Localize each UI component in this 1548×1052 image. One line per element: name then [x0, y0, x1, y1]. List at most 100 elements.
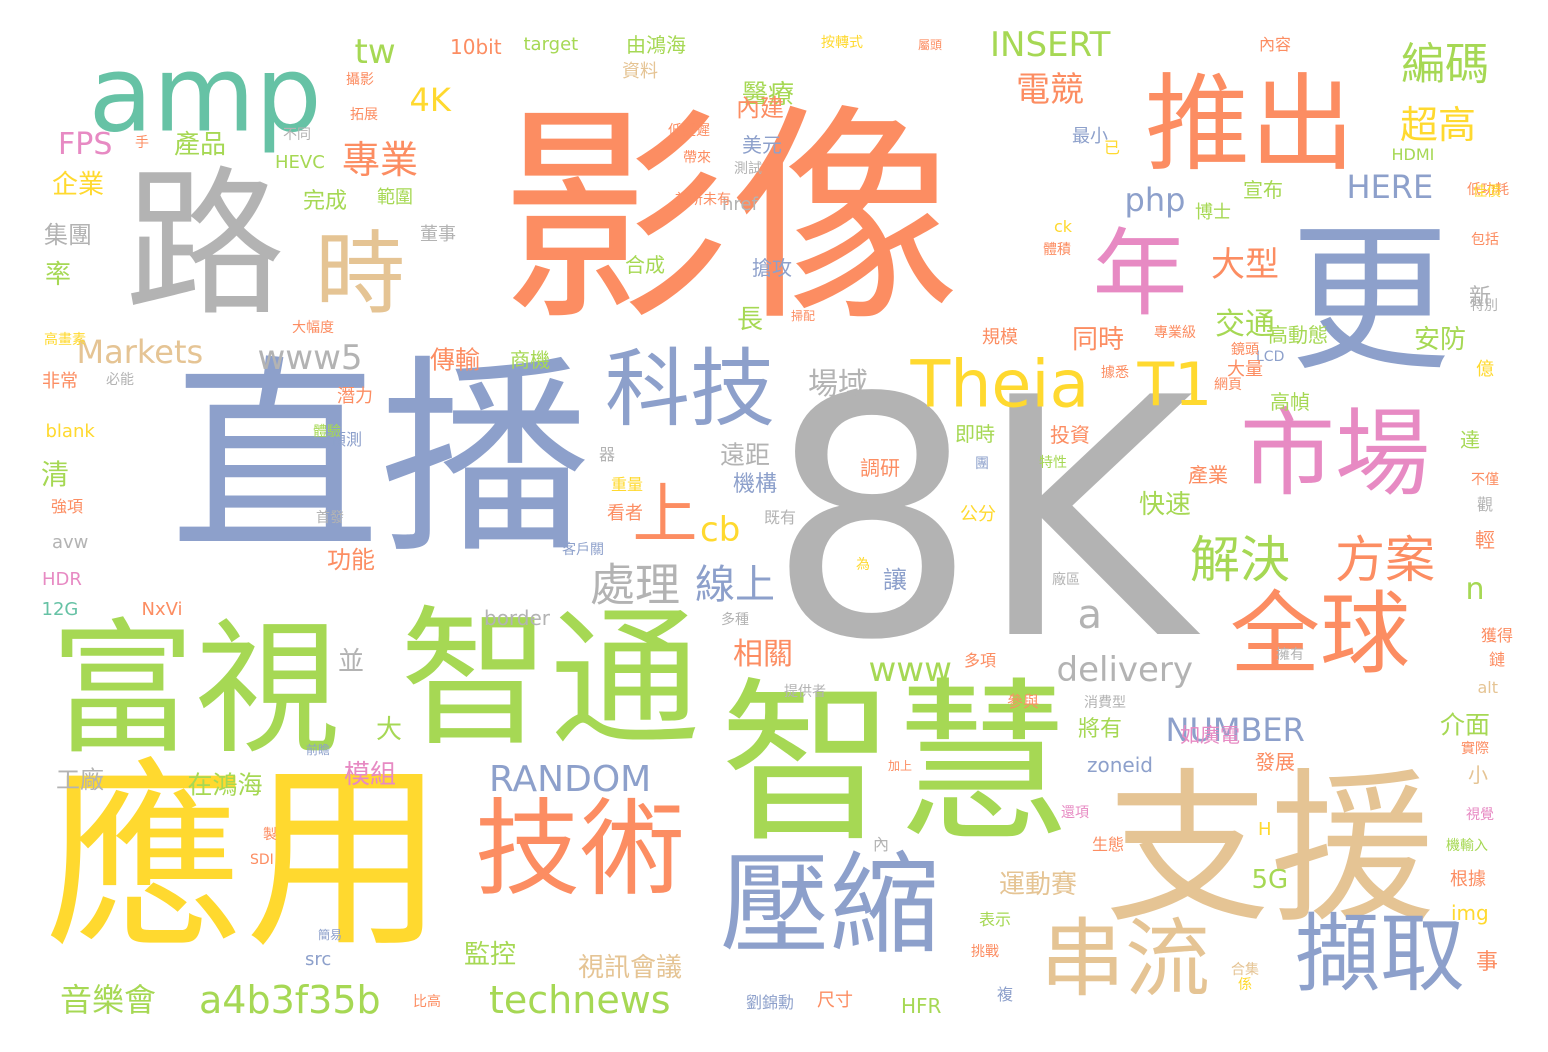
- word-49: 場域: [808, 367, 868, 402]
- word-50: tw: [354, 32, 396, 72]
- word-33: delivery: [1056, 650, 1194, 690]
- word-45: www5: [257, 338, 363, 378]
- word-105: SDI: [250, 852, 274, 868]
- word-40: 電競: [1016, 70, 1084, 110]
- word-120: 強項: [51, 497, 84, 516]
- word-87: 長: [737, 305, 764, 335]
- word-59: 由鴻海: [626, 33, 686, 57]
- word-119: 首發: [316, 510, 344, 526]
- word-63: 相關: [733, 637, 793, 672]
- word-60: 10bit: [450, 35, 502, 59]
- word-27: 線上: [695, 562, 775, 608]
- word-113: 調研: [860, 456, 900, 480]
- word-127: 大幅度: [292, 320, 334, 336]
- word-148: 獲得: [1481, 626, 1514, 645]
- word-56: 美元: [742, 133, 782, 157]
- word-23: 上: [632, 477, 698, 553]
- word-121: 預測: [330, 430, 363, 449]
- word-37: HERE: [1346, 168, 1434, 206]
- word-73: 運動賽: [999, 870, 1078, 900]
- word-115: 看者: [607, 503, 643, 524]
- word-186: 帶來: [683, 150, 711, 166]
- word-112: 投資: [1050, 423, 1090, 447]
- word-134: 包括: [1471, 232, 1499, 248]
- word-133: 佳價: [1473, 184, 1501, 200]
- word-188: 前所未有: [675, 192, 731, 208]
- word-70: 機構: [733, 472, 778, 497]
- word-114: 讓: [883, 566, 907, 594]
- word-22: T1: [1137, 350, 1213, 420]
- word-161: 製: [263, 827, 277, 843]
- word-4: 智慧: [720, 663, 1070, 867]
- word-135: 特別: [1470, 298, 1498, 314]
- word-34: www: [868, 650, 952, 690]
- word-71: 視訊會議: [578, 953, 683, 983]
- word-78: zoneid: [1087, 753, 1153, 777]
- word-162: 簡易: [318, 928, 343, 942]
- word-172: LCD: [1256, 349, 1285, 365]
- word-116: 器: [599, 445, 616, 464]
- word-24: 解決: [1190, 531, 1290, 589]
- word-81: 發展: [1255, 750, 1295, 774]
- word-28: cb: [700, 510, 741, 550]
- word-90: 搶攻: [752, 256, 792, 280]
- word-75: 快速: [1139, 490, 1192, 520]
- word-47: 大型: [1211, 245, 1279, 285]
- word-13: 壓縮: [720, 841, 940, 969]
- word-136: 億: [1476, 359, 1494, 380]
- word-55: 內建: [736, 94, 784, 122]
- word-137: 達: [1460, 428, 1480, 452]
- word-117: 重量: [611, 475, 644, 494]
- word-154: 參與: [1007, 692, 1040, 711]
- word-168: 合集: [1231, 962, 1259, 978]
- word-83: 同時: [1072, 325, 1125, 355]
- word-125: 必能: [106, 372, 134, 388]
- word-197: 鏡頭: [1231, 342, 1259, 358]
- word-18: 全球: [1230, 582, 1410, 687]
- word-198: 客戶關: [562, 542, 604, 558]
- word-187: 低延遲: [668, 123, 710, 139]
- word-195: 屬頭: [918, 38, 943, 52]
- word-129: 宣布: [1243, 178, 1283, 202]
- word-143: 根據: [1450, 869, 1486, 890]
- word-86: 高幀: [1270, 390, 1310, 414]
- word-146: 實際: [1461, 741, 1489, 757]
- word-97: 12G: [41, 599, 79, 620]
- word-92: 新: [1469, 285, 1492, 310]
- word-19: 科技: [605, 340, 776, 440]
- word-54: 醫療: [742, 80, 795, 110]
- word-64: 在鴻海: [187, 770, 263, 800]
- word-131: HDMI: [1391, 145, 1435, 164]
- word-159: 加上: [888, 759, 913, 773]
- word-99: border: [484, 606, 551, 630]
- word-191: 攝影: [346, 72, 374, 88]
- word-184: href: [722, 194, 758, 215]
- word-111: 即時: [955, 422, 995, 446]
- word-1: 影像: [500, 86, 961, 353]
- word-39: 超高: [1400, 103, 1477, 147]
- word-8: 路: [125, 151, 286, 338]
- word-182: ck: [1054, 217, 1073, 236]
- word-167: 挑戰: [971, 944, 999, 960]
- word-69: 遠距: [720, 440, 771, 470]
- word-43: FPS: [58, 127, 113, 162]
- word-11: 推出: [1145, 63, 1356, 186]
- word-140: 輕: [1475, 528, 1495, 552]
- word-155: 多項: [964, 651, 997, 670]
- word-36: INSERT: [990, 25, 1111, 65]
- word-192: 手: [135, 135, 149, 151]
- word-72: 監控: [464, 940, 517, 970]
- word-110: 公分: [960, 504, 996, 525]
- word-144: 機輸入: [1446, 838, 1488, 854]
- word-173: 網頁: [1214, 377, 1242, 393]
- word-149: 鏈: [1489, 650, 1506, 669]
- word-128: 董事: [420, 224, 456, 245]
- word-194: 按轉式: [821, 35, 863, 51]
- word-171: H: [1258, 819, 1272, 840]
- word-180: 最小: [1072, 126, 1108, 147]
- word-166: 表示: [979, 910, 1012, 929]
- word-74: 5G: [1251, 865, 1289, 895]
- word-12: 技術: [475, 788, 686, 911]
- word-51: 企業: [52, 170, 105, 200]
